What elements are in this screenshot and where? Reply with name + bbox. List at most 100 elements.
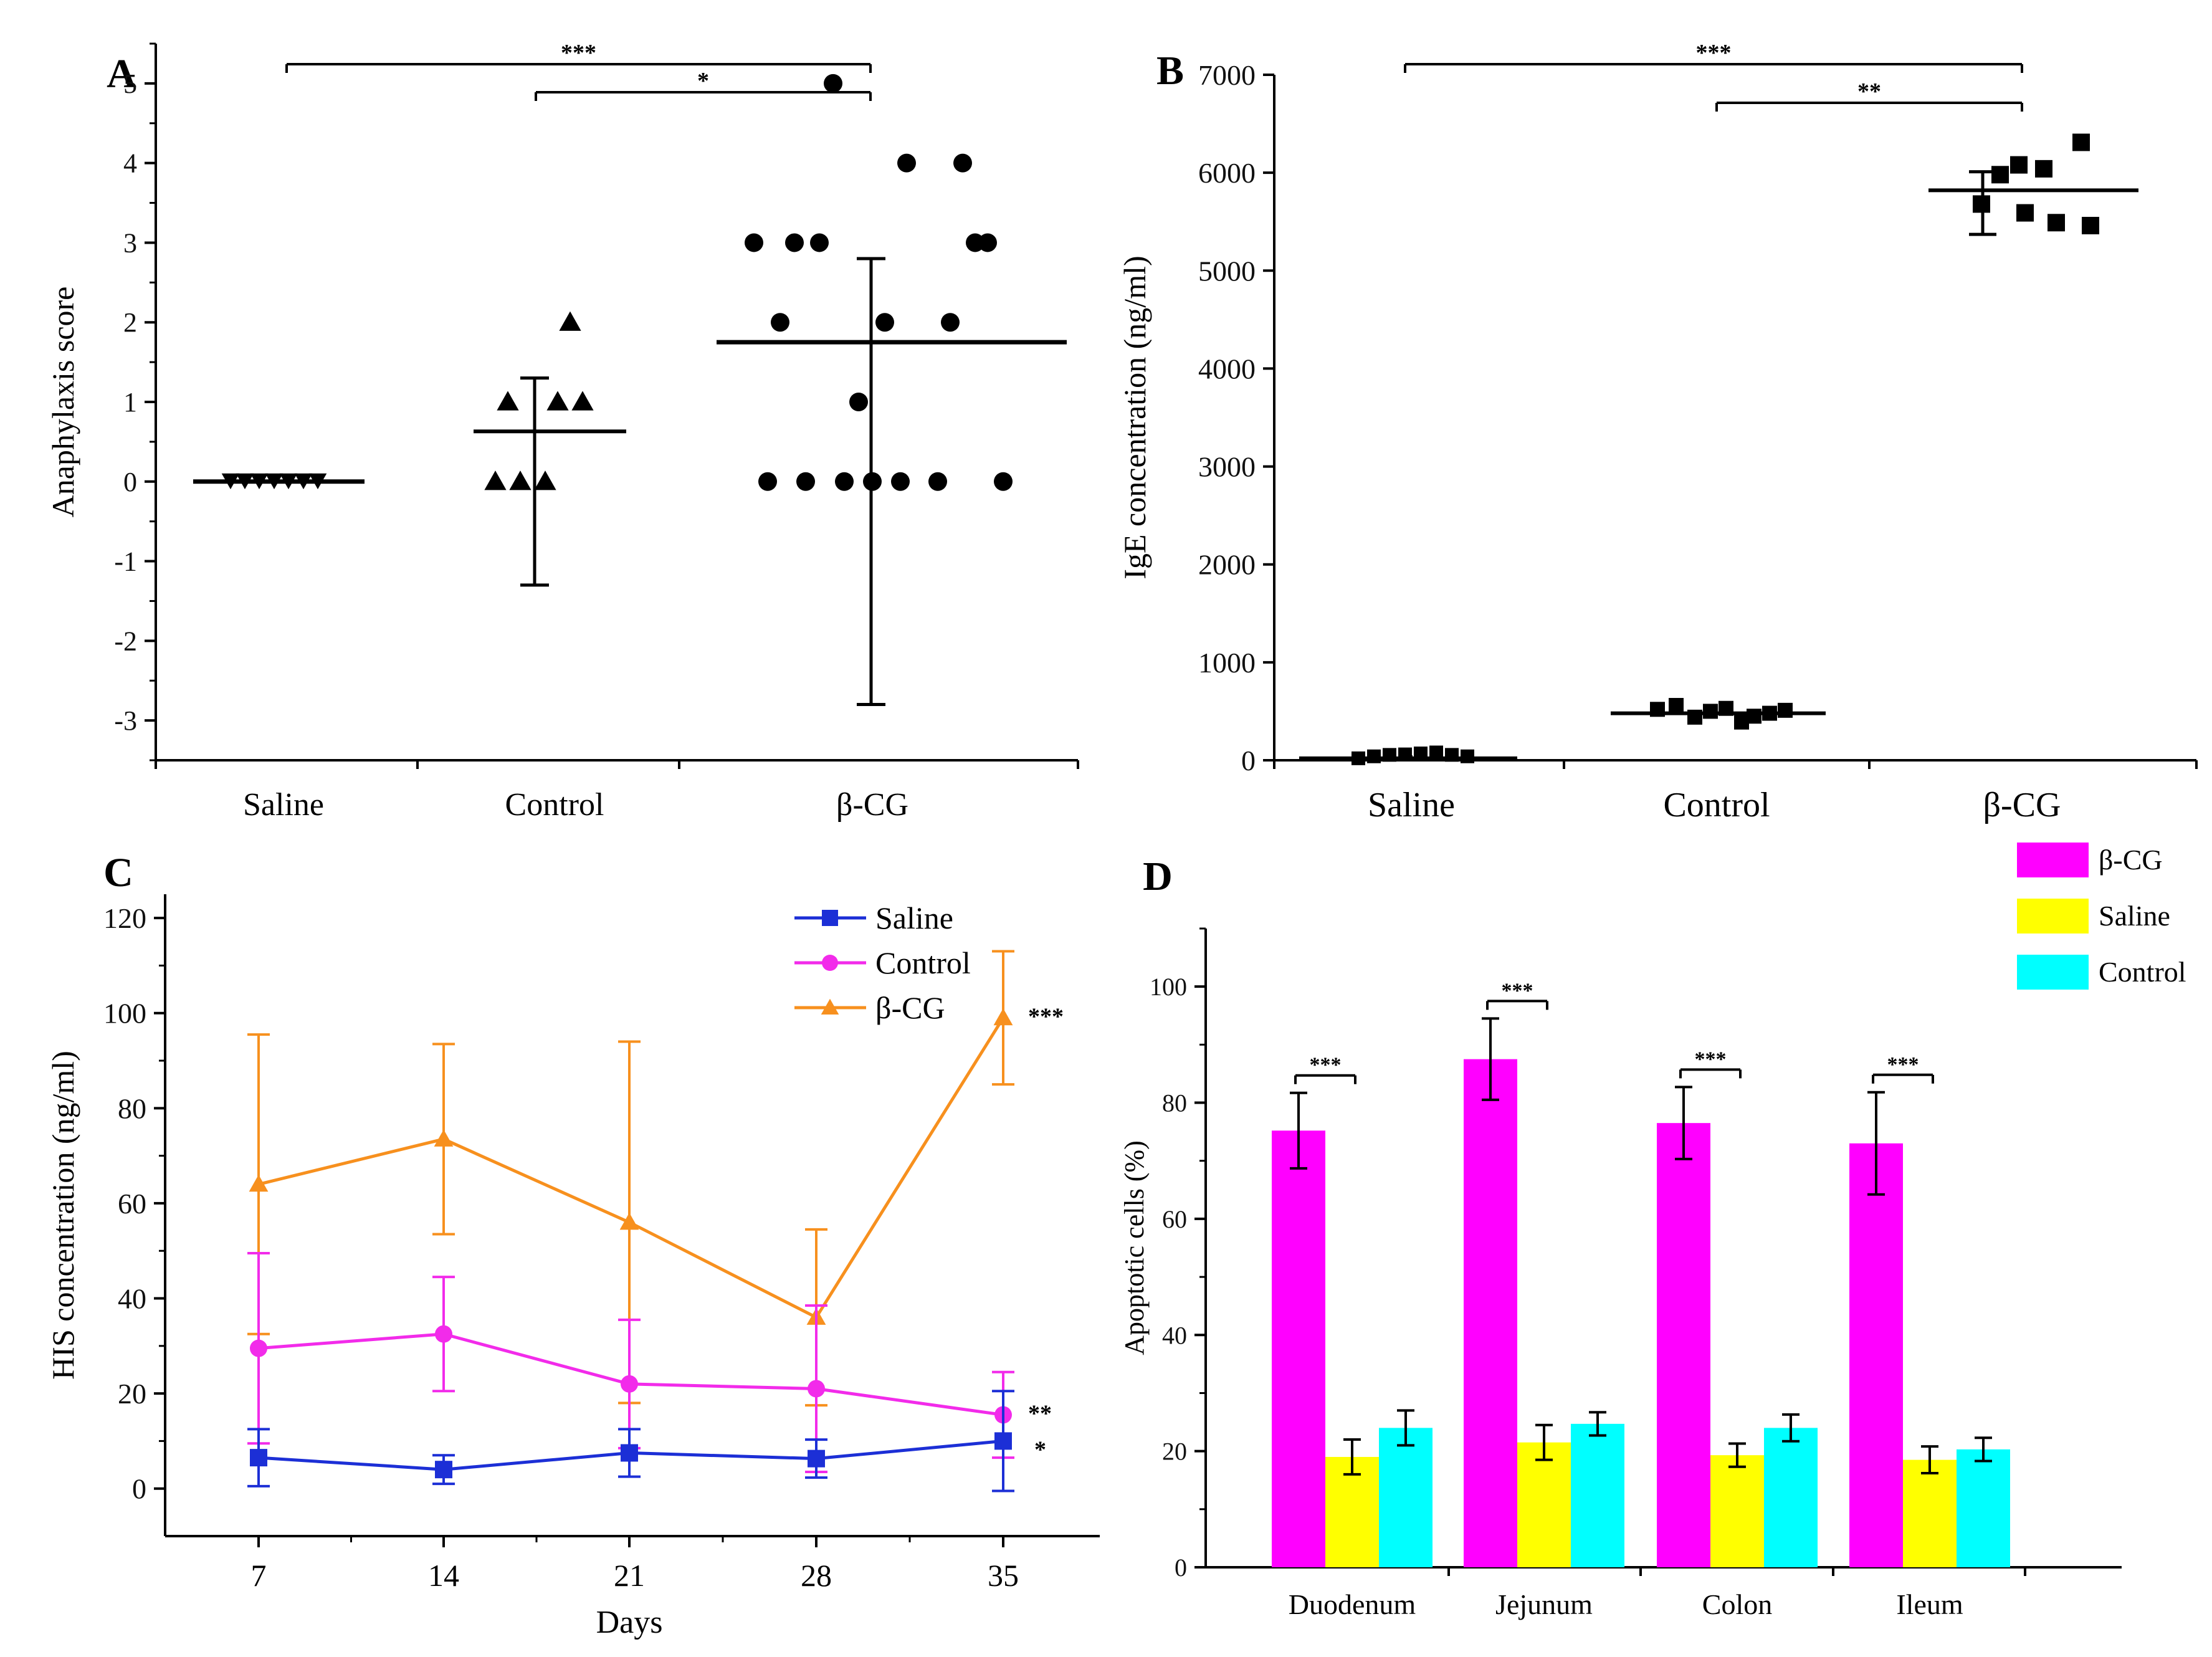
sig-d-3-label: *** — [1887, 1053, 1919, 1076]
point-bcg-b — [1991, 166, 2009, 184]
sig-d-0-bracket: *** — [1294, 1054, 1356, 1084]
sig-d-1-bracket: *** — [1486, 979, 1548, 1010]
point-bcg-a — [891, 472, 910, 491]
sig-b-2-label: ** — [1857, 79, 1881, 105]
ylabel-a: Anaphylaxis score — [45, 287, 80, 518]
legend-label-c: Control — [875, 945, 971, 980]
legend-c: Saline Control β-CG — [794, 900, 971, 1025]
panel-d: D 0 20 40 60 80 100 Apoptotic cells (%) Duodenum… — [1119, 843, 2186, 1620]
bar-2-d — [1957, 1449, 2010, 1567]
legend-swatch-d — [2017, 955, 2089, 990]
sig-b-1-bracket: *** — [1404, 40, 2023, 73]
bar-2-d — [1379, 1428, 1433, 1567]
point-bcg-a — [978, 233, 997, 252]
ytick-label-a: -3 — [114, 705, 137, 736]
point-bcg-a — [941, 313, 960, 332]
point-c — [250, 1449, 267, 1467]
point-bcg-b — [2072, 133, 2090, 151]
point-control-a — [534, 470, 556, 490]
series-line-c — [258, 1017, 1005, 1320]
bar-group-d — [1657, 1086, 1818, 1567]
point-bcg-a — [824, 74, 842, 93]
point-c — [435, 1461, 452, 1479]
series-0-c — [247, 1390, 1014, 1492]
ytick-label-c: 20 — [118, 1378, 146, 1410]
sig-label-bcg-c: *** — [1028, 1003, 1064, 1029]
ytick-label-d: 20 — [1162, 1438, 1187, 1466]
ytick-label-a: 4 — [123, 148, 137, 179]
point-c — [993, 1008, 1013, 1026]
ylabel-d: Apoptotic cells (%) — [1119, 1140, 1150, 1355]
point-control-a — [509, 470, 532, 490]
bar-0-d — [1272, 1130, 1325, 1567]
ytick-label-a: 5 — [123, 69, 137, 99]
point-c — [250, 1339, 267, 1357]
point-bcg-a — [785, 233, 804, 252]
ytick-label-d: 40 — [1162, 1321, 1187, 1349]
legend-label-c: β-CG — [875, 990, 945, 1025]
series-1-c — [247, 1252, 1014, 1473]
sig-a-1-bracket: *** — [285, 40, 872, 73]
point-bcg-b — [2035, 160, 2052, 178]
xtick-label-c: 7 — [251, 1558, 267, 1593]
ytick-label-a: 1 — [123, 387, 137, 418]
point-c — [994, 1432, 1012, 1450]
panel-letter-b: B — [1156, 48, 1184, 93]
sig-label-control-c: ** — [1028, 1400, 1052, 1426]
bar-group-d — [1272, 1091, 1433, 1567]
ytick-label-b: 7000 — [1198, 59, 1256, 91]
point-bcg-a — [897, 153, 916, 173]
point-bcg-a — [994, 472, 1013, 491]
point-saline-b — [1367, 749, 1381, 763]
legend-marker-c — [822, 955, 838, 971]
legend-marker-c — [822, 910, 838, 926]
ytick-label-b: 2000 — [1198, 549, 1256, 581]
ytick-label-b: 0 — [1241, 745, 1256, 776]
bar-group-d — [1464, 1017, 1624, 1567]
xlabel-c: Days — [596, 1605, 663, 1640]
point-c — [619, 1213, 639, 1230]
xtick-label-a: Control — [505, 787, 604, 823]
sig-a-2-label: * — [697, 68, 709, 94]
point-bcg-a — [953, 153, 972, 173]
point-saline-b — [1429, 745, 1443, 760]
ytick-label-b: 5000 — [1198, 255, 1256, 287]
point-bcg-a — [835, 472, 854, 491]
ytick-label-c: 40 — [118, 1283, 146, 1315]
bar-group-d — [1849, 1091, 2010, 1567]
ytick-label-c: 120 — [103, 902, 146, 934]
point-bcg-a — [758, 472, 777, 491]
point-c — [808, 1449, 825, 1468]
bar-1-d — [1903, 1459, 1957, 1567]
point-bcg-a — [796, 472, 815, 491]
xtick-label-b: Control — [1663, 786, 1770, 824]
point-c — [621, 1375, 638, 1393]
point-control-a — [484, 470, 507, 490]
sig-d-3-bracket: *** — [1872, 1053, 1934, 1084]
ytick-label-d: 80 — [1162, 1089, 1187, 1117]
xtick-label-c: 35 — [988, 1558, 1019, 1593]
point-bcg-b — [2082, 217, 2099, 234]
sig-d-2-label: *** — [1695, 1048, 1727, 1071]
ytick-label-c: 100 — [103, 998, 146, 1029]
point-control-a — [497, 391, 519, 411]
point-control-b — [1703, 704, 1718, 719]
legend-label-c: Saline — [875, 900, 953, 935]
panel-letter-a: A — [107, 51, 136, 97]
sig-b-2-bracket: ** — [1715, 79, 2023, 112]
ytick-label-a: 2 — [123, 307, 137, 338]
legend-label-d: β-CG — [2099, 844, 2163, 876]
ytick-label-c: 0 — [132, 1473, 146, 1505]
bar-2-d — [1764, 1428, 1818, 1567]
xtick-label-a: β-CG — [836, 787, 908, 823]
panel-c: C 0 20 40 60 80 100 120 HIS concentration (ng/ml… — [45, 850, 1100, 1640]
point-control-b — [1778, 702, 1793, 718]
ytick-label-c: 80 — [118, 1092, 146, 1124]
legend-swatch-d — [2017, 843, 2089, 877]
sig-label-saline-c: * — [1034, 1436, 1046, 1463]
sig-b-1-label: *** — [1696, 40, 1732, 66]
legend-label-d: Saline — [2099, 900, 2170, 932]
ytick-label-b: 1000 — [1198, 647, 1256, 679]
point-c — [434, 1129, 454, 1147]
